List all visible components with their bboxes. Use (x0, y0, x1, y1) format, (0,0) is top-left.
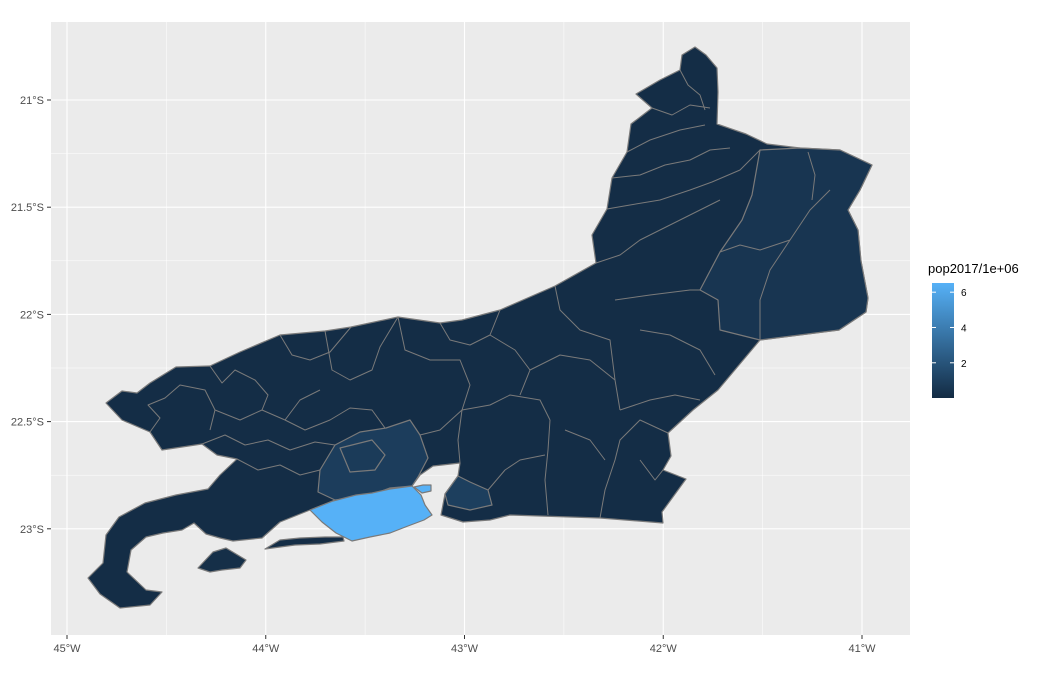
legend-ticks: 6 4 2 (932, 288, 967, 370)
municipality-border (214, 409, 263, 421)
y-axis: 21°S 21.5°S 22°S 22.5°S 23°S (11, 95, 51, 536)
municipality-border (279, 326, 352, 361)
municipality-border (595, 199, 721, 264)
y-tick-label: 22.5°S (11, 417, 44, 429)
municipality-border (611, 147, 731, 179)
municipality-border (759, 189, 831, 340)
municipality-border (554, 285, 616, 381)
legend-label: 4 (961, 323, 967, 334)
municipality-border (439, 309, 501, 346)
y-tick-label: 21.5°S (11, 202, 44, 214)
municipality-border (201, 434, 336, 451)
municipality-border (639, 459, 664, 481)
municipality-border (487, 454, 546, 491)
legend-label: 2 (961, 359, 967, 370)
y-tick-label: 23°S (20, 524, 44, 536)
region-state-interior (87, 46, 873, 609)
x-tick-label: 42°W (650, 643, 678, 655)
region-baixada-inner (339, 439, 386, 473)
region-paqueta-island (413, 484, 432, 494)
x-axis: 45°W 44°W 43°W 42°W 41°W (53, 635, 876, 655)
municipality-border (626, 124, 706, 153)
x-tick-label: 44°W (252, 643, 280, 655)
municipality-border (639, 329, 716, 376)
municipality-border (614, 289, 700, 301)
legend: pop2017/1e+06 6 4 2 (928, 261, 1019, 398)
municipality-border (719, 239, 791, 253)
municipality-border (419, 409, 463, 436)
municipality-border (619, 394, 701, 411)
legend-colorbar (932, 283, 954, 398)
legend-label: 6 (961, 288, 967, 299)
municipality-borders (147, 69, 831, 519)
legend-title: pop2017/1e+06 (928, 261, 1019, 276)
x-tick-label: 41°W (848, 643, 876, 655)
x-tick-label: 43°W (451, 643, 479, 655)
region-rio-de-janeiro-city (309, 485, 433, 542)
municipality-border (397, 316, 471, 464)
x-tick-label: 45°W (53, 643, 81, 655)
municipality-border (651, 104, 711, 116)
municipality-border (606, 149, 761, 210)
municipality-border (599, 419, 669, 519)
region-restinga-marambaia (264, 536, 345, 550)
municipality-border (209, 365, 321, 421)
municipality-border (324, 316, 399, 381)
municipality-border (807, 151, 816, 201)
municipality-border (461, 394, 551, 421)
y-tick-label: 22°S (20, 309, 44, 321)
y-tick-label: 21°S (20, 95, 44, 107)
municipality-border (679, 69, 706, 111)
region-niteroi-sao-goncalo (444, 475, 493, 511)
municipality-border (564, 429, 606, 461)
municipality-border (236, 458, 321, 476)
region-ilha-grande (197, 547, 247, 573)
municipality-border (529, 354, 621, 411)
municipality-border (544, 419, 551, 516)
municipality-border (284, 407, 386, 431)
municipality-border (489, 334, 531, 396)
map-regions (87, 46, 873, 609)
municipality-border (147, 384, 216, 433)
